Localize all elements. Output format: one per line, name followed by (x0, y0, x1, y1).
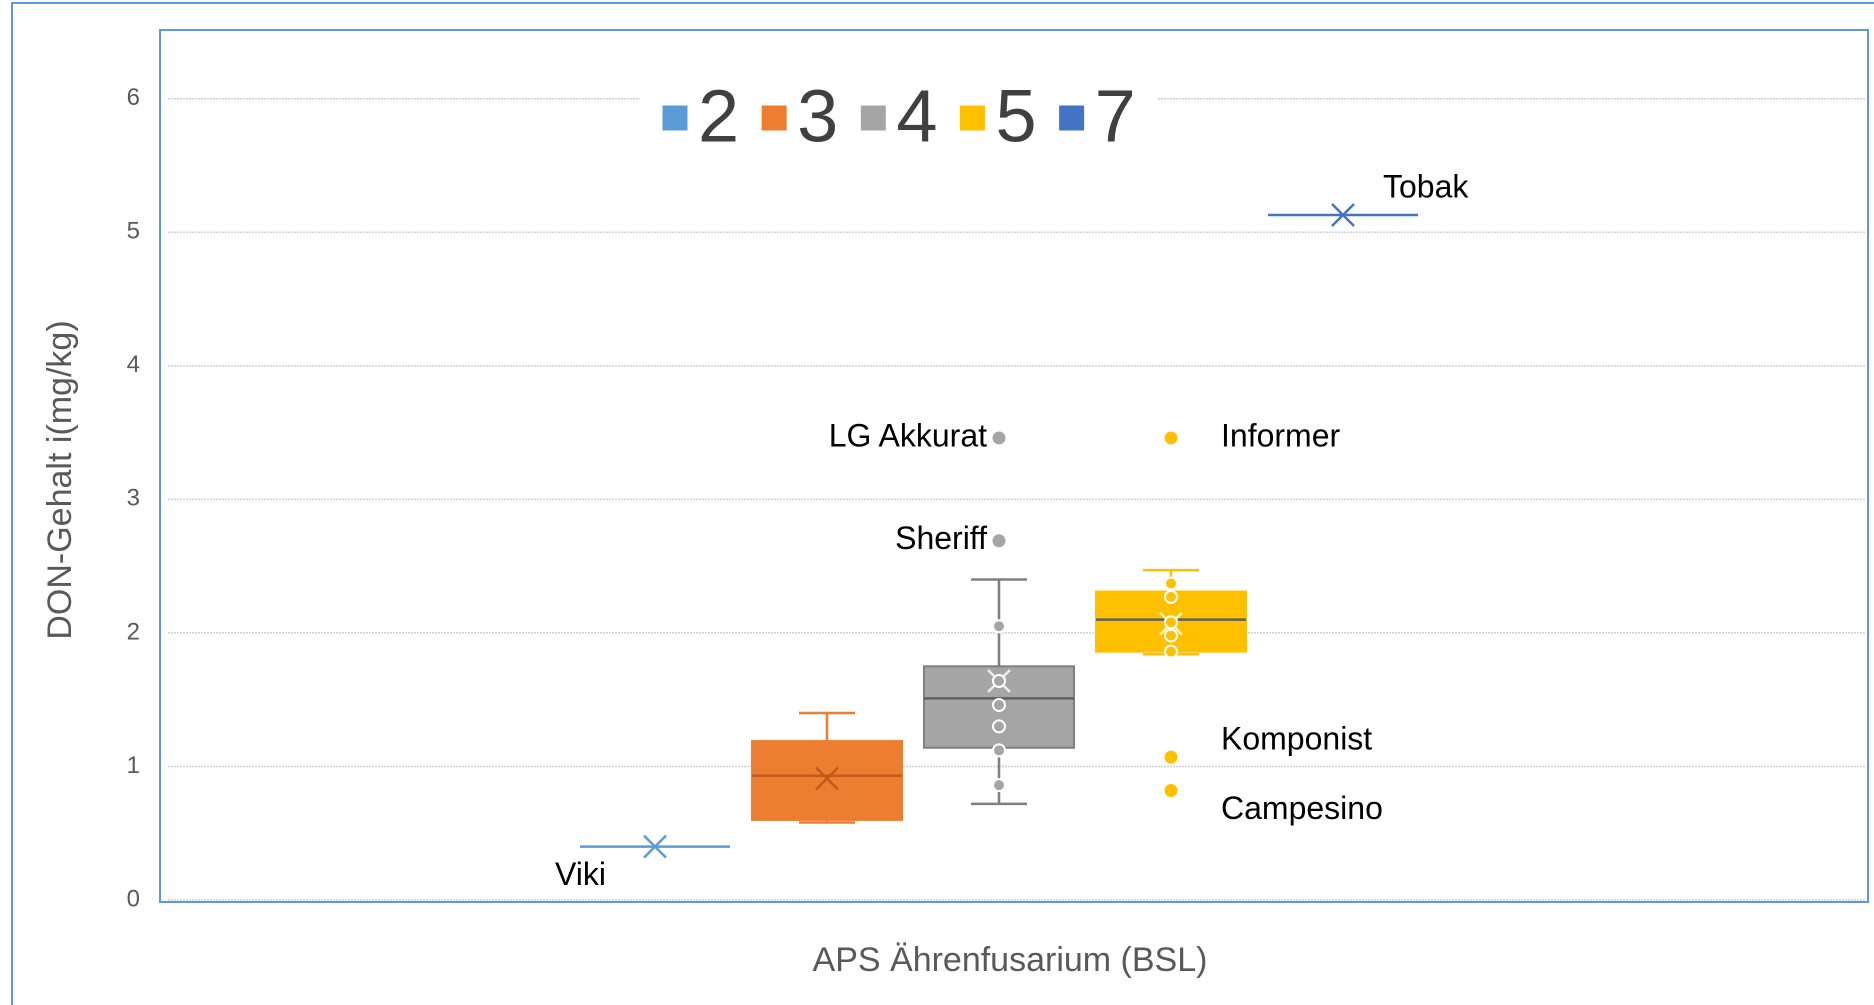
data-point (992, 743, 1006, 758)
outlier (992, 431, 1006, 445)
frame (11, 2, 1874, 1005)
mean-marker (643, 834, 667, 859)
legend-swatch (859, 104, 887, 132)
legend-label: 5 (995, 75, 1036, 158)
data-point (992, 673, 1006, 688)
data-point (1164, 576, 1178, 591)
annotation: Tobak (1383, 168, 1469, 204)
data-point (992, 778, 1006, 793)
outlier (1164, 431, 1178, 445)
y-tick-label: 4 (127, 351, 140, 378)
legend-label: 2 (698, 75, 739, 158)
legend-label: 4 (896, 75, 937, 158)
data-point (1164, 589, 1178, 604)
y-tick-label: 5 (127, 218, 140, 245)
legend-label: 7 (1095, 75, 1136, 158)
data-point (1164, 644, 1178, 659)
data-point (992, 619, 1006, 634)
outlier (1164, 750, 1178, 764)
y-axis-title: DON-Gehalt i(mg/kg) (41, 320, 79, 639)
box (751, 740, 903, 821)
outlier (1164, 783, 1178, 797)
outlier (992, 534, 1006, 548)
y-tick-label: 3 (127, 485, 140, 512)
data-point (1164, 628, 1178, 643)
annotation: Sheriff (895, 520, 987, 556)
data-point (1164, 615, 1178, 630)
annotation: Informer (1221, 417, 1340, 453)
y-tick-label: 6 (127, 84, 140, 111)
annotation: Viki (555, 856, 606, 892)
mean-marker (1331, 203, 1355, 227)
legend-label: 3 (797, 75, 838, 158)
y-tick-label: 2 (127, 618, 140, 645)
y-tick-label: 1 (127, 752, 140, 779)
legend-swatch (958, 104, 986, 132)
legend-swatch (1058, 104, 1086, 132)
x-axis-title: APS Ährenfusarium (BSL) (813, 941, 1208, 979)
annotation: Campesino (1221, 790, 1383, 826)
legend-swatch (760, 104, 788, 132)
plot-border (159, 29, 1869, 903)
annotation: LG Akkurat (829, 417, 987, 453)
y-tick-label: 0 (127, 885, 140, 912)
data-point (992, 698, 1006, 713)
annotation: Komponist (1221, 721, 1372, 757)
legend-swatch (661, 104, 689, 132)
mean-marker (815, 766, 839, 791)
data-point (992, 719, 1006, 734)
